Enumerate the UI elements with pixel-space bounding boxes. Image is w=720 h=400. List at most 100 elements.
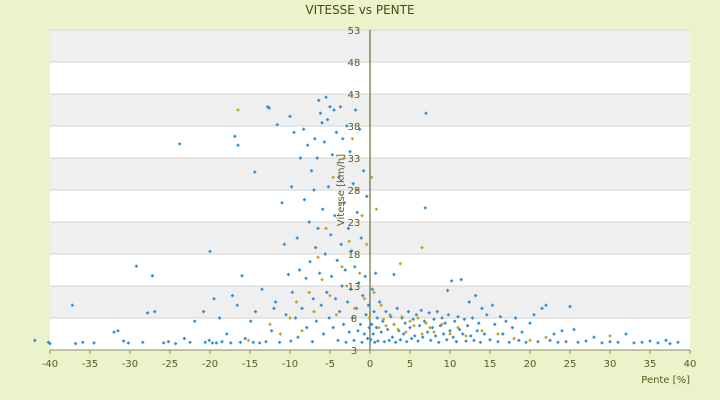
- x-tick-label: 30: [604, 359, 617, 370]
- data-point-series-1: [319, 303, 324, 308]
- data-point-series-1: [496, 339, 500, 344]
- y-tick-label: 3: [351, 346, 357, 357]
- data-point-series-1: [532, 312, 536, 317]
- data-point-series-2: [246, 338, 251, 343]
- data-point-series-1: [235, 303, 240, 308]
- data-point-series-1: [280, 200, 284, 205]
- data-point-series-1: [385, 327, 390, 332]
- data-point-series-1: [640, 340, 644, 345]
- data-point-series-1: [80, 340, 85, 345]
- data-point-series-1: [177, 142, 182, 146]
- data-point-series-1: [207, 338, 212, 343]
- data-point-series-1: [224, 332, 229, 336]
- data-point-series-1: [524, 340, 528, 345]
- data-point-series-1: [312, 188, 316, 192]
- data-point-series-1: [350, 316, 355, 320]
- data-point-series-1: [340, 284, 344, 288]
- data-point-series-1: [371, 332, 376, 336]
- y-tick-label: 38: [348, 122, 361, 133]
- data-point-series-1: [576, 340, 580, 345]
- data-point-series-1: [552, 332, 556, 336]
- data-point-series-1: [240, 273, 244, 278]
- x-tick-label: 10: [444, 359, 457, 370]
- data-point-series-2: [404, 330, 408, 334]
- data-point-series-1: [490, 303, 495, 308]
- data-point-series-1: [436, 340, 441, 345]
- data-point-series-1: [358, 322, 363, 327]
- data-point-series-1: [372, 340, 377, 345]
- data-point-series-2: [360, 213, 364, 218]
- data-point-series-1: [316, 98, 321, 103]
- data-point-series-1: [409, 336, 414, 341]
- data-point-series-1: [470, 316, 475, 320]
- data-point-series-2: [331, 175, 336, 180]
- data-point-series-2: [398, 261, 403, 266]
- data-point-series-1: [540, 306, 544, 311]
- data-point-series-2: [480, 328, 484, 333]
- data-point-series-1: [341, 322, 346, 327]
- data-point-series-1: [295, 236, 300, 240]
- data-point-series-2: [334, 312, 339, 317]
- data-point-series-1: [414, 312, 419, 317]
- data-point-series-1: [269, 328, 274, 333]
- data-point-series-1: [307, 220, 312, 224]
- data-point-series-1: [351, 181, 356, 186]
- data-point-series-1: [468, 334, 473, 338]
- y-tick-label: 18: [348, 250, 361, 261]
- data-point-series-2: [496, 332, 500, 336]
- data-point-series-1: [214, 341, 219, 345]
- x-tick-label: -35: [82, 359, 98, 370]
- data-point-series-1: [472, 338, 476, 343]
- data-point-series-1: [288, 114, 292, 119]
- data-point-series-1: [348, 287, 353, 292]
- data-point-series-1: [528, 321, 532, 325]
- x-tick-label: -30: [122, 359, 138, 370]
- data-point-series-1: [212, 296, 216, 301]
- data-point-series-1: [379, 330, 384, 334]
- data-point-series-2: [342, 156, 347, 160]
- data-point-series-1: [377, 300, 382, 304]
- x-tick-label: -20: [202, 359, 218, 370]
- data-point-series-1: [462, 317, 467, 322]
- data-point-series-1: [332, 108, 336, 112]
- data-point-series-1: [145, 311, 150, 315]
- x-tick-label: -10: [282, 359, 298, 370]
- data-point-series-1: [384, 309, 388, 314]
- data-point-series-1: [449, 279, 454, 283]
- data-point-series-1: [445, 288, 450, 293]
- data-point-series-2: [379, 303, 384, 308]
- data-point-series-2: [608, 334, 612, 338]
- data-point-series-2: [300, 328, 304, 333]
- data-point-series-1: [432, 317, 436, 322]
- data-point-series-1: [333, 296, 338, 301]
- data-point-series-1: [536, 339, 540, 344]
- data-point-series-1: [343, 268, 348, 272]
- data-point-series-1: [464, 339, 468, 343]
- data-point-series-2: [412, 323, 416, 328]
- data-point-series-1: [382, 339, 387, 344]
- data-point-series-2: [294, 300, 299, 304]
- data-point-series-1: [478, 340, 483, 345]
- data-point-series-1: [188, 340, 192, 345]
- data-point-series-1: [232, 134, 237, 139]
- data-point-series-2: [268, 322, 272, 327]
- data-point-series-1: [150, 273, 155, 278]
- data-point-series-1: [473, 293, 478, 298]
- data-point-series-1: [344, 340, 348, 345]
- data-point-series-1: [304, 276, 308, 281]
- data-point-series-2: [420, 332, 424, 336]
- data-point-series-1: [121, 339, 126, 343]
- data-point-series-1: [346, 226, 351, 231]
- data-point-series-1: [356, 328, 360, 333]
- data-point-series-1: [192, 319, 197, 324]
- data-point-series-1: [357, 127, 362, 132]
- data-point-series-1: [264, 339, 268, 344]
- data-point-series-1: [564, 339, 568, 344]
- data-point-series-1: [348, 149, 352, 154]
- data-point-series-1: [328, 104, 332, 109]
- data-point-series-1: [465, 323, 470, 328]
- data-point-series-1: [330, 152, 335, 157]
- x-tick-label: -25: [162, 359, 178, 370]
- data-point-series-1: [398, 337, 403, 342]
